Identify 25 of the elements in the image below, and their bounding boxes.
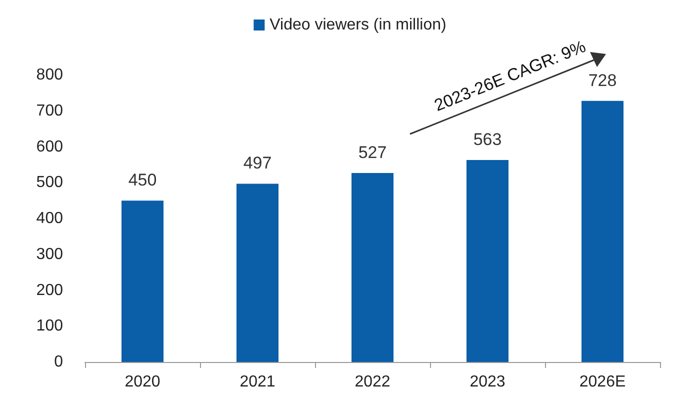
y-tick-label: 800	[36, 66, 64, 84]
x-tick-label: 2022	[354, 374, 390, 390]
y-tick-label: 600	[36, 138, 64, 156]
bar	[236, 184, 278, 362]
y-tick-label: 500	[36, 174, 64, 192]
bar	[582, 100, 624, 362]
x-tick-label: 2020	[124, 374, 160, 390]
legend-label: Video viewers (in million)	[270, 16, 446, 34]
y-tick-label: 200	[36, 282, 64, 299]
x-tick-label: 2023	[470, 374, 506, 390]
data-label: 728	[588, 70, 617, 90]
y-tick-label: 0	[54, 354, 64, 370]
x-tick-label: 2026E	[579, 374, 626, 390]
bar	[352, 172, 394, 362]
data-label: 527	[358, 142, 387, 162]
data-label: 450	[128, 170, 157, 190]
y-tick-label: 300	[36, 246, 64, 263]
y-tick-label: 700	[36, 102, 64, 120]
data-label: 563	[473, 130, 502, 150]
y-tick-label: 100	[36, 318, 64, 335]
y-tick-label: 400	[36, 210, 64, 227]
x-tick-label: 2021	[240, 374, 276, 390]
bar	[122, 200, 164, 362]
data-label: 497	[243, 154, 272, 173]
bar	[466, 160, 508, 362]
